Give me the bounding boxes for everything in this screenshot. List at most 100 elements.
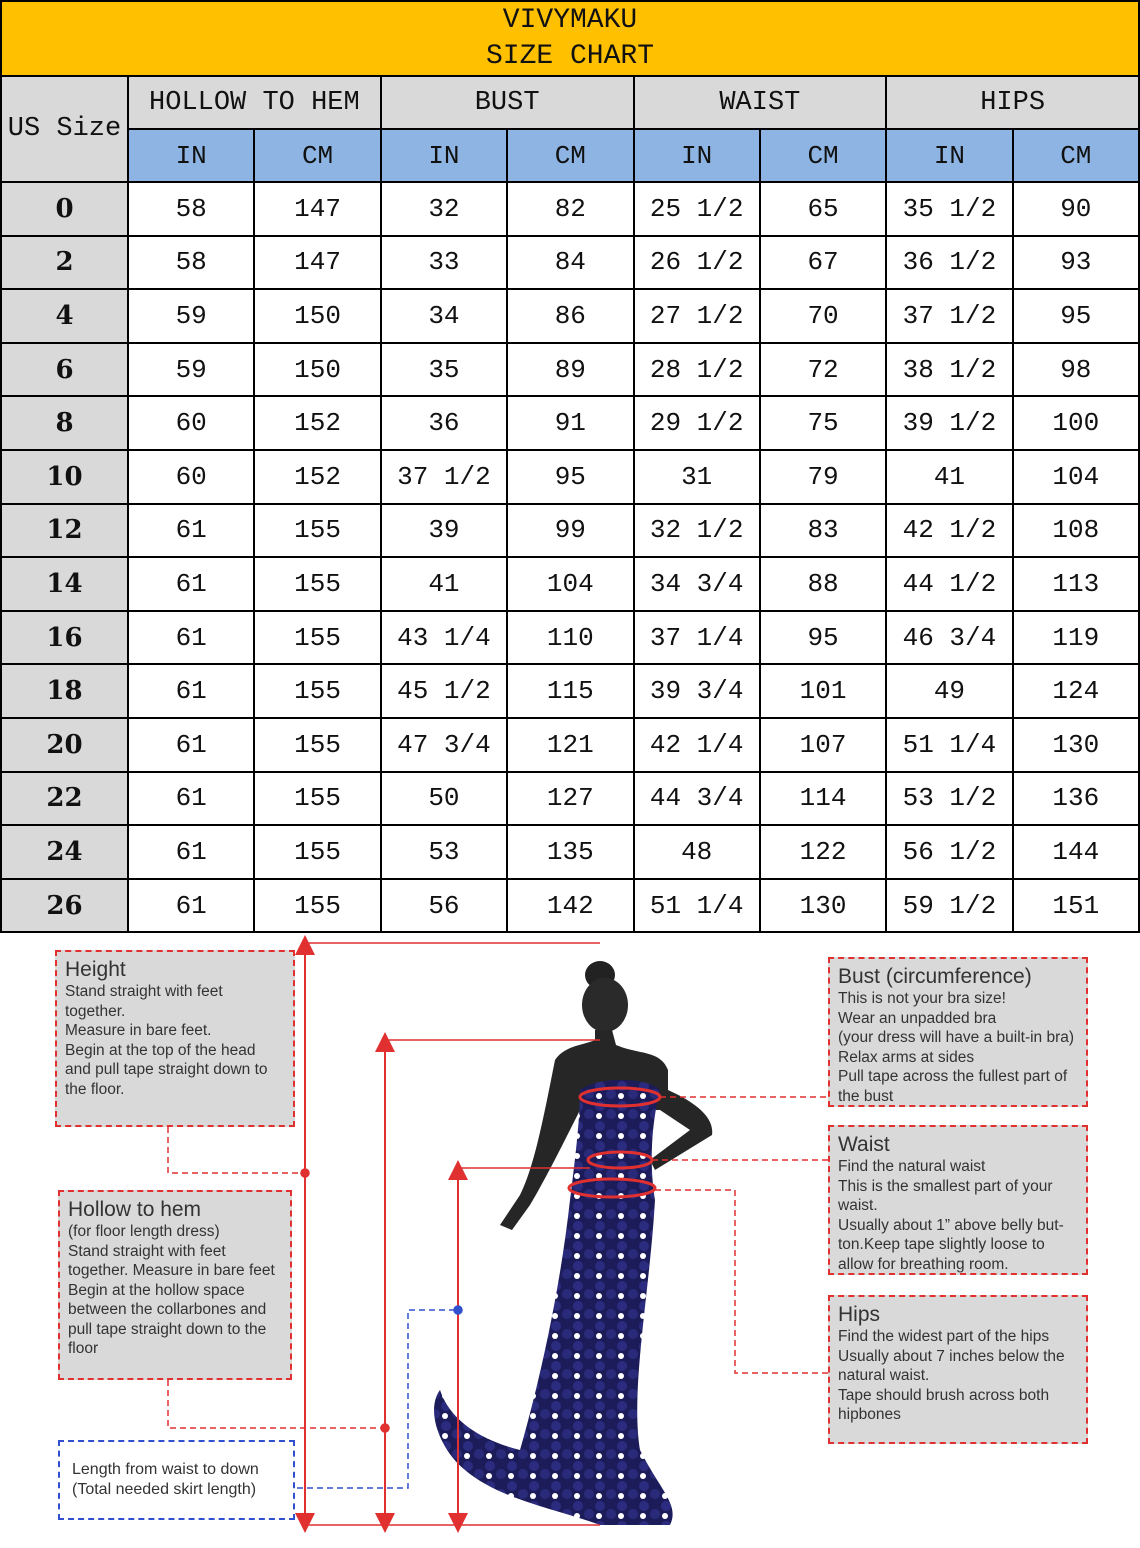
- cell: 32: [379, 181, 509, 237]
- size-cell: 10: [0, 448, 129, 505]
- guide-line: pull tape straight down to the: [68, 1320, 267, 1338]
- cell: 42 1/2: [885, 502, 1014, 559]
- cell: 95: [506, 448, 635, 505]
- cell: 53 1/2: [885, 770, 1014, 827]
- cell: 61: [126, 556, 256, 612]
- guide-line: natural waist.: [838, 1367, 930, 1384]
- cell: 155: [253, 663, 382, 719]
- unit-header: IN: [632, 128, 761, 183]
- row: 24 61 155 53 135 48 122 56 1/2 144: [0, 824, 1140, 880]
- guide-line: Pull tape across the fullest part of: [838, 1068, 1068, 1085]
- cell: 44 3/4: [632, 770, 761, 827]
- cell: 122: [758, 824, 888, 880]
- cell: 46 3/4: [885, 609, 1014, 666]
- cell: 155: [253, 770, 382, 827]
- cell: 35: [379, 341, 509, 398]
- row: 16 61 155 43 1/4 110 37 1/4 95 46 3/4 119: [0, 609, 1140, 666]
- cell: 27 1/2: [632, 288, 761, 344]
- cell: 31: [632, 448, 761, 505]
- cell: 53: [379, 824, 509, 880]
- size-cell: 6: [0, 341, 129, 398]
- cell: 34: [379, 288, 509, 344]
- cell: 108: [1011, 502, 1140, 559]
- cell: 83: [758, 502, 888, 559]
- cell: 59: [126, 341, 256, 398]
- cell: 113: [1011, 556, 1140, 612]
- size-cell: 4: [0, 288, 129, 344]
- cell: 41: [379, 556, 509, 612]
- guide-line: floor: [68, 1340, 99, 1357]
- cell: 107: [758, 716, 888, 773]
- size-cell: 24: [0, 824, 129, 880]
- cell: 43 1/4: [379, 609, 509, 666]
- guide-line: Tape should brush across both: [838, 1386, 1050, 1404]
- cell: 65: [758, 181, 888, 237]
- cell: 37 1/2: [379, 448, 509, 505]
- cell: 49: [885, 663, 1014, 719]
- unit-header: CM: [758, 128, 888, 183]
- guide-box: Height Stand straight with feet together. M…: [55, 950, 295, 1127]
- cell: 95: [1011, 288, 1140, 344]
- cell: 37 1/2: [885, 288, 1014, 344]
- cell: 36: [379, 395, 509, 451]
- cell: 39 3/4: [632, 663, 761, 719]
- cell: 147: [253, 234, 382, 291]
- cell: 37 1/4: [632, 609, 761, 666]
- cell: 114: [758, 770, 888, 827]
- cell: 36 1/2: [885, 234, 1014, 291]
- size-cell: 12: [0, 502, 129, 559]
- table-title: VIVYMAKU SIZE CHART: [0, 0, 1140, 77]
- row: 20 61 155 47 3/4 121 42 1/4 107 51 1/4 130: [0, 716, 1140, 773]
- cell: 155: [253, 716, 382, 773]
- group-header: HOLLOW TO HEM: [127, 75, 382, 130]
- cell: 115: [506, 663, 635, 719]
- cell: 61: [126, 770, 256, 827]
- row: 12 61 155 39 99 32 1/2 83 42 1/2 108: [0, 502, 1140, 559]
- cell: 155: [253, 877, 382, 934]
- guide-line: Stand straight with feet: [65, 983, 223, 1000]
- size-cell: 14: [0, 556, 129, 612]
- guide-box: Hollow to hem (for floor length dress) Sta…: [58, 1190, 292, 1380]
- size-cell: 8: [0, 395, 129, 451]
- cell: 25 1/2: [632, 181, 761, 237]
- cell: 130: [1011, 716, 1140, 773]
- cell: 58: [126, 234, 256, 291]
- guide-line: the bust: [838, 1087, 894, 1105]
- guide-title: Hollow to hem: [68, 1198, 202, 1221]
- cell: 32 1/2: [632, 502, 761, 559]
- cell: 95: [758, 609, 888, 666]
- guide-line: Wear an unpadded bra: [838, 1009, 997, 1027]
- guide-line: Begin at the top of the head: [65, 1041, 256, 1059]
- guide-line: Begin at the hollow space: [68, 1281, 245, 1299]
- cell: 67: [758, 234, 888, 291]
- row: 26 61 155 56 142 51 1/4 130 59 1/2 151: [0, 877, 1140, 934]
- guide-line: allow for breathing room.: [838, 1255, 1009, 1273]
- cell: 28 1/2: [632, 341, 761, 398]
- cell: 60: [126, 395, 256, 451]
- cell: 98: [1011, 341, 1140, 398]
- cell: 147: [253, 181, 382, 237]
- cell: 152: [253, 395, 382, 451]
- size-cell: 26: [0, 877, 129, 934]
- guide-line: This is not your bra size!: [838, 990, 1006, 1007]
- cell: 152: [253, 448, 382, 505]
- guide-line: Relax arms at sides: [838, 1048, 975, 1066]
- measure-lines: [167, 935, 828, 1533]
- cell: 41: [885, 448, 1014, 505]
- cell: 130: [758, 877, 888, 934]
- cell: 100: [1011, 395, 1140, 451]
- guide-box: Length from waist to down (Total needed s…: [58, 1440, 295, 1520]
- cell: 88: [758, 556, 888, 612]
- cell: 86: [506, 288, 635, 344]
- row: 22 61 155 50 127 44 3/4 114 53 1/2 136: [0, 770, 1140, 827]
- guide-line: This is the smallest part of your: [838, 1177, 1053, 1195]
- cell: 144: [1011, 824, 1140, 880]
- cell: 150: [253, 341, 382, 398]
- guide-line: hipbones: [838, 1406, 901, 1423]
- cell: 90: [1011, 181, 1140, 237]
- guide-box: Bust (circumference) This is not your bra…: [828, 957, 1088, 1107]
- size-cell: 0: [0, 181, 129, 237]
- guide-line: ton.Keep tape slightly loose to: [838, 1236, 1045, 1253]
- guide-line: Usually about 1” above belly but-: [838, 1216, 1064, 1234]
